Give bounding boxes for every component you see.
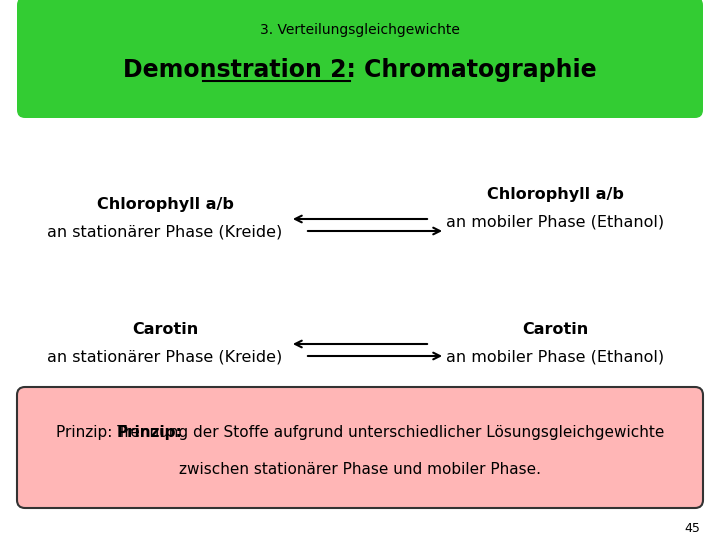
Text: Carotin: Carotin <box>132 322 198 338</box>
Text: Demonstration 2: Chromatographie: Demonstration 2: Chromatographie <box>123 58 597 82</box>
Text: Carotin: Carotin <box>522 322 588 338</box>
Text: an mobiler Phase (Ethanol): an mobiler Phase (Ethanol) <box>446 349 664 364</box>
Text: zwischen stationärer Phase und mobiler Phase.: zwischen stationärer Phase und mobiler P… <box>179 462 541 477</box>
Text: 3. Verteilungsgleichgewichte: 3. Verteilungsgleichgewichte <box>260 23 460 37</box>
FancyBboxPatch shape <box>17 387 703 508</box>
Text: Prinzip: Trennung der Stoffe aufgrund unterschiedlicher Lösungsgleichgewichte: Prinzip: Trennung der Stoffe aufgrund un… <box>56 424 664 440</box>
Text: Prinzip:: Prinzip: <box>117 424 182 440</box>
Text: 45: 45 <box>684 522 700 535</box>
Text: an mobiler Phase (Ethanol): an mobiler Phase (Ethanol) <box>446 214 664 230</box>
Text: an stationärer Phase (Kreide): an stationärer Phase (Kreide) <box>48 349 283 364</box>
Text: Chlorophyll a/b: Chlorophyll a/b <box>96 198 233 213</box>
Text: an stationärer Phase (Kreide): an stationärer Phase (Kreide) <box>48 225 283 240</box>
FancyBboxPatch shape <box>17 0 703 118</box>
Text: Chlorophyll a/b: Chlorophyll a/b <box>487 187 624 202</box>
